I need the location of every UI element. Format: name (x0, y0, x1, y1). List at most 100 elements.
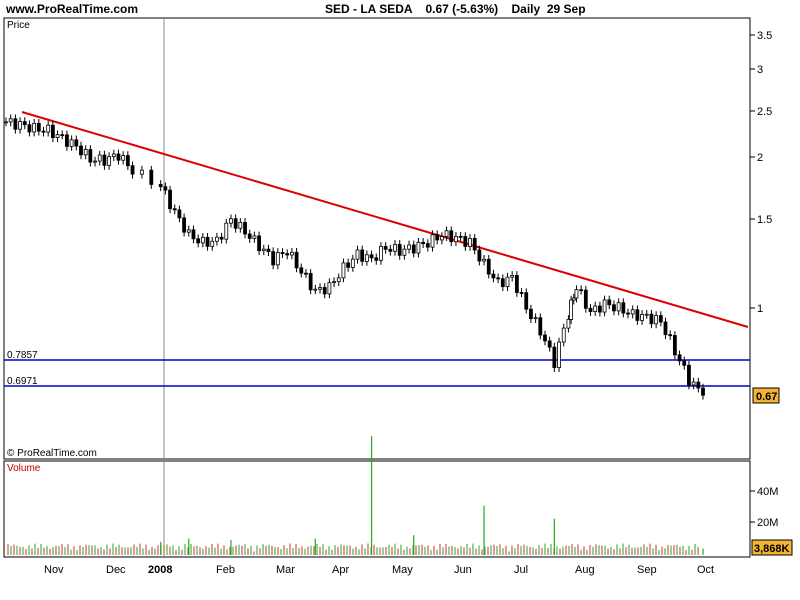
candle (421, 241, 426, 244)
candle (177, 209, 182, 219)
candle (83, 149, 88, 156)
candle (332, 281, 336, 284)
candle (275, 252, 280, 266)
x-tick-label: Sep (637, 564, 657, 576)
downtrend-line[interactable] (21, 111, 749, 328)
candle (402, 248, 407, 256)
candle (701, 387, 705, 396)
candle (55, 134, 60, 139)
candle (172, 208, 177, 211)
support-line-label: 0.7857 (7, 350, 38, 361)
current-price-badge (752, 387, 780, 404)
candle (210, 240, 215, 247)
candle (597, 305, 602, 313)
candle (186, 229, 191, 233)
x-tick-label: Oct (697, 564, 714, 576)
candle (360, 249, 365, 262)
candle (13, 118, 18, 130)
candle (46, 124, 51, 133)
candle (341, 262, 346, 279)
candle (654, 315, 659, 325)
candle (524, 292, 529, 310)
candle (569, 299, 573, 320)
candle (8, 118, 13, 123)
candle (149, 169, 154, 185)
chart-header: www.ProRealTime.com SED - LA SEDA 0.67 (… (0, 0, 800, 18)
copyright-label: © ProRealTime.com (7, 448, 97, 459)
candle (313, 288, 318, 291)
candle (69, 139, 74, 147)
x-tick-label: Apr (332, 564, 349, 576)
candle (602, 299, 607, 313)
candle (454, 235, 458, 243)
candle (252, 235, 257, 239)
candle (60, 134, 65, 137)
candle (388, 248, 393, 252)
candle (439, 236, 444, 241)
candle (557, 341, 561, 368)
y-tick-label: 2 (757, 152, 763, 164)
candle (444, 230, 449, 237)
candle (621, 302, 626, 314)
y-tick-label: 3 (757, 64, 763, 76)
candle (219, 236, 224, 240)
site-url[interactable]: www.ProRealTime.com (6, 2, 139, 16)
candle (32, 122, 37, 133)
candle (514, 275, 519, 293)
candle (229, 218, 233, 224)
candle (500, 278, 505, 288)
candle (294, 251, 299, 269)
candle (355, 249, 360, 260)
candle (574, 289, 579, 299)
volume-bars (7, 436, 704, 555)
candle (383, 246, 388, 250)
candle (630, 309, 635, 315)
candle (566, 319, 571, 329)
candle (111, 153, 116, 158)
candle (533, 317, 538, 320)
candle (41, 130, 46, 133)
price-candles (4, 114, 705, 400)
x-tick-label: Mar (276, 564, 295, 576)
y-tick-label: 1.5 (757, 214, 772, 226)
candle (125, 155, 130, 167)
candle (285, 253, 290, 256)
candle (36, 122, 41, 132)
candle (529, 308, 533, 320)
current-volume-badge (751, 539, 793, 556)
candle (289, 251, 294, 256)
candle (486, 258, 491, 275)
candle (411, 244, 416, 254)
candle (626, 312, 630, 315)
candle (463, 236, 468, 247)
candle (107, 156, 112, 166)
candle (247, 233, 252, 239)
candle (304, 272, 308, 275)
price-panel-frame (3, 17, 751, 460)
candle (116, 153, 121, 161)
candle (369, 254, 374, 259)
candle (496, 277, 501, 280)
candle (538, 317, 543, 336)
price-axis: 3.5 3 2.5 2 1.5 1 (750, 30, 772, 315)
candle (102, 154, 107, 166)
candle (593, 305, 598, 312)
candle (97, 154, 102, 162)
candle (379, 246, 383, 261)
candle (635, 309, 640, 321)
candle (163, 186, 168, 191)
candle (243, 221, 247, 235)
volume-panel-label: Volume (7, 463, 41, 474)
candle (491, 273, 496, 279)
candle (346, 262, 351, 268)
volume-panel-frame (3, 460, 751, 558)
candle (616, 302, 621, 312)
candle (322, 287, 327, 295)
candle (93, 160, 97, 163)
candle (682, 360, 687, 366)
candle (50, 124, 55, 139)
candle (27, 124, 32, 133)
candle (543, 334, 547, 342)
candle (579, 289, 584, 292)
